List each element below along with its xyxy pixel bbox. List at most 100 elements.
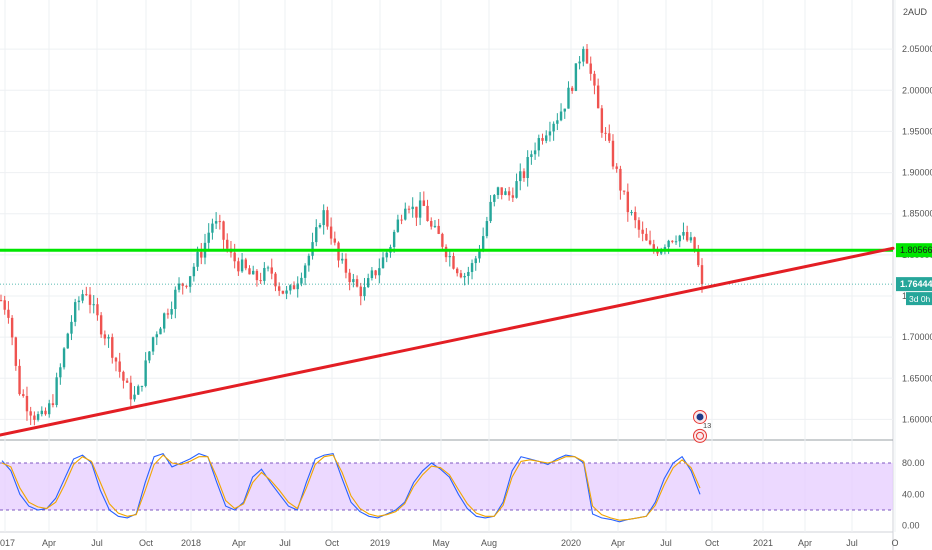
osc-tick-label: 80.00 xyxy=(902,458,925,468)
main-grid xyxy=(0,0,896,550)
candle-body xyxy=(548,131,552,136)
y-tick-label: 1.95000 xyxy=(902,126,932,136)
candle-body xyxy=(40,410,43,415)
x-tick-label: Jul xyxy=(279,538,291,548)
candle-body xyxy=(296,283,299,290)
candle-body xyxy=(333,238,337,243)
candle-body xyxy=(66,333,69,349)
candle-body xyxy=(77,300,81,303)
candle-body xyxy=(593,73,596,86)
x-tick-label: 2021 xyxy=(753,538,773,548)
x-tick-label: Apr xyxy=(798,538,812,548)
candle-body xyxy=(589,63,592,74)
candle-body xyxy=(578,61,581,64)
candle-body xyxy=(22,394,25,396)
candle-body xyxy=(563,108,566,112)
candle-body xyxy=(552,123,555,132)
candle-body xyxy=(467,271,470,276)
candle-body xyxy=(493,195,496,202)
candle-body xyxy=(192,266,196,277)
candle-body xyxy=(0,300,3,302)
candle-body xyxy=(619,168,622,191)
candle-body xyxy=(281,290,285,294)
candle-body xyxy=(148,351,151,361)
time-axis[interactable]: 2017 Apr Jul Oct 2018 Apr Jul Oct 2019 May Aug 2020… xyxy=(0,538,899,548)
candle-body xyxy=(237,261,240,272)
candle-body xyxy=(29,411,32,416)
candle-body xyxy=(322,210,325,226)
x-tick-label: 2018 xyxy=(181,538,201,548)
x-tick-label: Jul xyxy=(846,538,858,548)
candle-body xyxy=(14,337,18,366)
candle-body xyxy=(255,270,259,281)
candle-body xyxy=(122,371,125,381)
candle-body xyxy=(344,258,348,273)
candle-body xyxy=(240,259,244,272)
x-tick-label: 2019 xyxy=(370,538,390,548)
candle-body xyxy=(422,200,426,206)
candle-body xyxy=(252,270,255,275)
candle-body xyxy=(441,233,444,247)
x-tick-label: 2017 xyxy=(0,538,15,548)
candle-body xyxy=(292,285,296,290)
candle-body xyxy=(352,279,355,283)
candle-body xyxy=(222,221,225,240)
candle-body xyxy=(263,267,266,281)
candle-body xyxy=(452,256,455,269)
candle-body xyxy=(689,237,693,241)
candle-body xyxy=(693,237,696,252)
candle-body xyxy=(374,270,377,276)
candle-body xyxy=(630,211,633,213)
candle-body xyxy=(36,414,40,420)
candle-body xyxy=(133,394,136,400)
candle-body xyxy=(463,275,466,278)
candle-body xyxy=(170,309,173,315)
candle-body xyxy=(366,278,370,288)
candle-body xyxy=(622,190,626,192)
candle-body xyxy=(211,223,214,233)
candle-body xyxy=(545,135,548,141)
current-price-badge xyxy=(896,277,932,292)
candle-body xyxy=(634,211,637,221)
candle-body xyxy=(656,250,659,254)
x-tick-label: Apr xyxy=(42,538,56,548)
candle-body xyxy=(137,386,140,395)
candle-body xyxy=(218,221,222,223)
y-tick-label: 1.85000 xyxy=(902,209,932,219)
candle-body xyxy=(3,300,6,310)
candle-body xyxy=(608,133,611,141)
candle-body xyxy=(315,227,318,243)
candle-body xyxy=(300,277,303,284)
y-tick-label: 2.00000 xyxy=(902,85,932,95)
candle-body xyxy=(663,247,667,250)
candle-body xyxy=(359,286,362,297)
candle-body xyxy=(411,206,414,210)
candle-body xyxy=(118,361,121,372)
candle-body xyxy=(162,313,166,329)
candle-body xyxy=(519,171,522,182)
candle-body xyxy=(697,251,700,266)
candle-body xyxy=(214,221,218,224)
trendline xyxy=(0,246,895,437)
candle-body xyxy=(600,108,604,133)
candle-body xyxy=(645,233,648,241)
candle-body xyxy=(73,302,77,322)
candle-body xyxy=(641,229,644,234)
candle-body xyxy=(381,257,385,269)
candle-body xyxy=(515,181,518,198)
event-marker-count-label: 13 xyxy=(703,421,711,430)
flag-icon xyxy=(696,413,704,421)
candle-body xyxy=(7,309,10,318)
candle-body xyxy=(248,268,251,275)
candle-body xyxy=(99,315,103,335)
current-price-label: 1.76444 xyxy=(900,279,932,289)
candle-body xyxy=(174,289,177,310)
candle-body xyxy=(407,208,411,210)
y-tick-label: 2.05000 xyxy=(902,44,932,54)
x-tick-label: O xyxy=(891,538,898,548)
candle-body xyxy=(574,63,578,91)
candle-body xyxy=(303,265,307,278)
candle-body xyxy=(537,138,541,151)
candle-body xyxy=(682,231,685,236)
candle-body xyxy=(274,273,277,287)
